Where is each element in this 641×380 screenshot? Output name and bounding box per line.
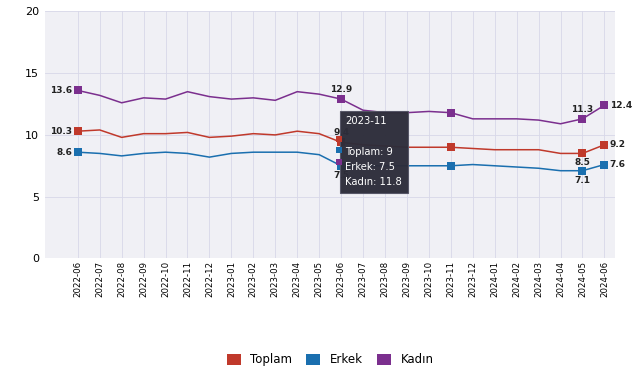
Text: 13.6: 13.6 (50, 86, 72, 95)
Text: 9.2: 9.2 (610, 140, 626, 149)
Text: 7.6: 7.6 (610, 160, 626, 169)
Text: 2023-11

Toplam: 9
Erkek: 7.5
Kadın: 11.8: 2023-11 Toplam: 9 Erkek: 7.5 Kadın: 11.8 (345, 116, 402, 187)
Text: 7.1: 7.1 (574, 176, 590, 185)
Text: 10.3: 10.3 (50, 127, 72, 136)
Text: 7.5: 7.5 (333, 171, 349, 180)
Text: 11.3: 11.3 (571, 105, 594, 114)
Legend: Toplam, Erkek, Kadın: Toplam, Erkek, Kadın (222, 348, 438, 371)
Text: 8.5: 8.5 (574, 158, 590, 167)
Text: 12.9: 12.9 (330, 85, 352, 94)
Text: 8.6: 8.6 (56, 148, 72, 157)
Text: 9.4: 9.4 (333, 128, 349, 138)
Text: 12.4: 12.4 (610, 101, 632, 110)
